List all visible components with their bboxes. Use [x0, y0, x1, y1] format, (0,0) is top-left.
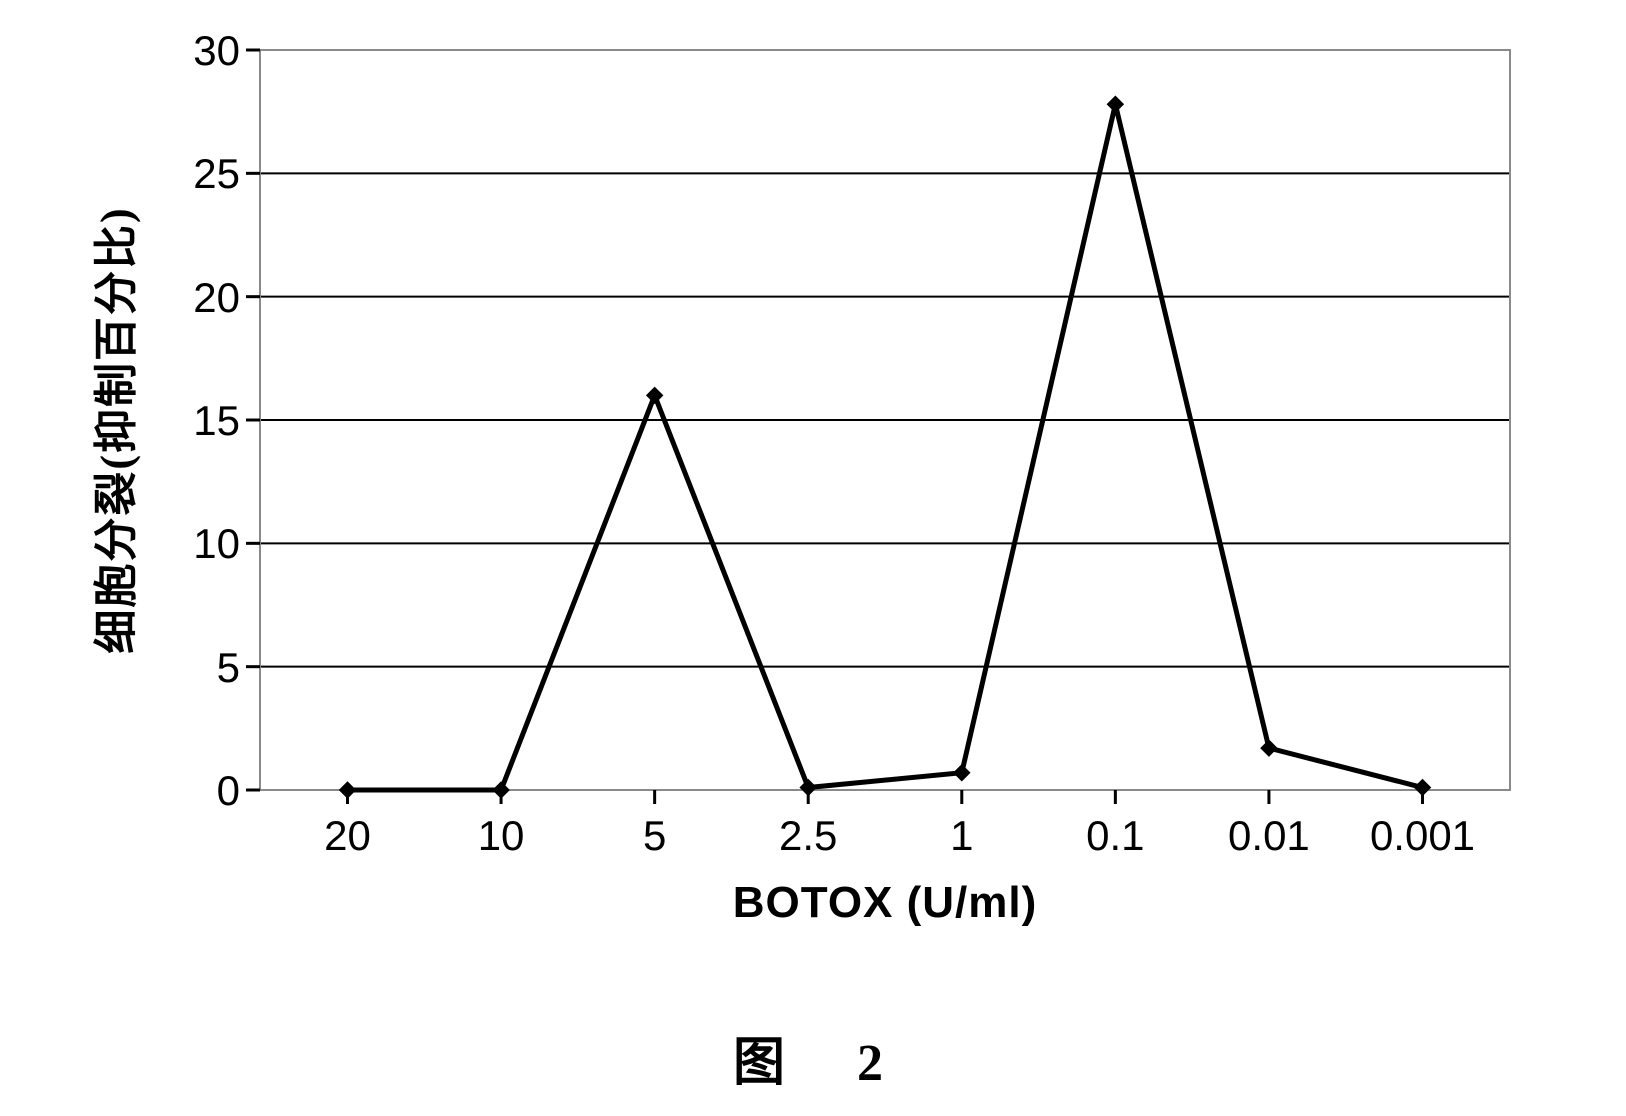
x-axis-label: BOTOX (U/ml) — [260, 878, 1510, 928]
x-tick-label: 10 — [421, 812, 581, 860]
figure-caption: 图 2 — [0, 1020, 1626, 1095]
data-marker — [799, 779, 817, 797]
x-tick-label: 0.1 — [1035, 812, 1195, 860]
data-marker — [646, 387, 664, 405]
gridlines — [260, 50, 1510, 790]
y-tick-label: 25 — [160, 150, 240, 198]
data-marker — [1107, 96, 1125, 114]
y-tick-label: 30 — [160, 27, 240, 75]
data-marker — [953, 764, 971, 782]
x-tick-label: 0.001 — [1343, 812, 1503, 860]
data-line — [348, 104, 1423, 790]
data-marker — [492, 781, 510, 799]
data-marker — [1260, 739, 1278, 757]
y-tick-marks — [246, 50, 260, 790]
y-tick-label: 5 — [160, 644, 240, 692]
x-tick-label: 1 — [882, 812, 1042, 860]
x-tick-label: 5 — [575, 812, 735, 860]
x-tick-label: 2.5 — [728, 812, 888, 860]
x-tick-label: 0.01 — [1189, 812, 1349, 860]
x-tick-label: 20 — [268, 812, 428, 860]
x-tick-marks — [348, 790, 1423, 804]
data-marker — [339, 781, 357, 799]
data-marker — [1414, 779, 1432, 797]
y-tick-label: 20 — [160, 274, 240, 322]
y-tick-label: 15 — [160, 397, 240, 445]
y-tick-label: 0 — [160, 767, 240, 815]
y-tick-label: 10 — [160, 520, 240, 568]
figure-container: 细胞分裂(抑制百分比) 051015202530 201052.510.10.0… — [60, 40, 1560, 1000]
y-axis-label: 细胞分裂(抑制百分比) — [80, 130, 144, 730]
chart-plot — [60, 40, 1550, 830]
